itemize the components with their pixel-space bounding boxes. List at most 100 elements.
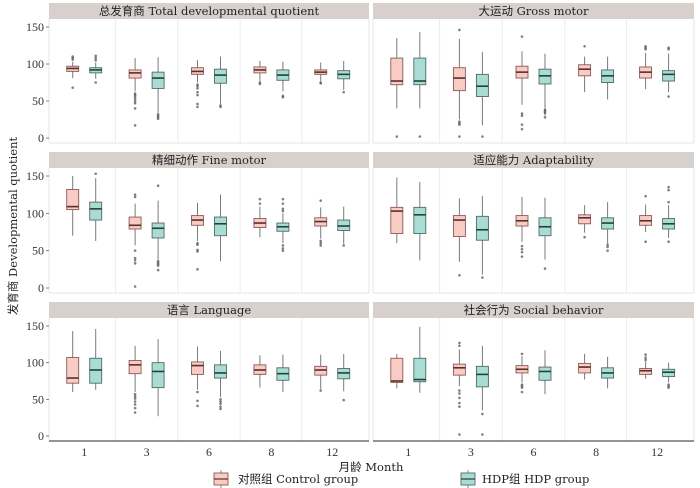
outlier-point <box>258 202 262 205</box>
outlier-point <box>458 433 461 436</box>
outlier-point <box>667 46 670 50</box>
iqr-box <box>475 215 489 241</box>
control-boxplot <box>191 202 204 271</box>
outlier-point <box>342 244 346 247</box>
facet-strip <box>373 152 694 168</box>
control-boxplot <box>578 205 592 239</box>
y-tick-label: 0 <box>38 131 44 145</box>
hdp-boxplot <box>413 326 427 393</box>
outlier-point <box>644 44 647 48</box>
outlier-point <box>644 356 647 359</box>
control-boxplot <box>191 346 204 408</box>
iqr-box <box>452 67 466 92</box>
hdp-boxplot <box>151 57 165 121</box>
outlier-point <box>667 200 670 204</box>
control-boxplot <box>390 353 404 389</box>
iqr-box <box>413 206 427 234</box>
control-boxplot <box>128 58 142 127</box>
outlier-point <box>133 411 137 414</box>
outlier-point <box>156 264 160 267</box>
facet-panel: 精细动作 Fine motor 0 50 100 150 <box>26 152 370 295</box>
outlier-point <box>133 107 137 110</box>
control-boxplot <box>191 60 204 109</box>
iqr-box <box>578 214 592 225</box>
x-tick-label: 1 <box>405 445 411 459</box>
outlier-point <box>133 285 137 288</box>
outlier-point <box>644 358 647 362</box>
facet-strip <box>373 302 694 318</box>
outlier-point <box>219 398 222 401</box>
iqr-box <box>151 71 165 89</box>
hdp-boxplot <box>151 339 165 417</box>
hdp-boxplot <box>214 56 227 109</box>
iqr-box <box>214 216 227 237</box>
y-tick-label: 150 <box>26 169 44 183</box>
outlier-point <box>644 240 647 244</box>
outlier-point <box>133 256 137 260</box>
outlier-point <box>133 124 137 127</box>
iqr-box <box>128 216 142 230</box>
hdp-boxplot <box>538 53 552 119</box>
iqr-box <box>452 215 466 237</box>
hdp-boxplot <box>89 328 103 390</box>
x-tick-label: 8 <box>593 445 599 459</box>
outlier-point <box>606 249 609 252</box>
outlier-point <box>219 405 222 408</box>
hdp-boxplot <box>89 54 103 84</box>
y-tick-label: 50 <box>32 244 44 258</box>
outlier-point <box>583 235 586 239</box>
control-boxplot <box>578 353 592 380</box>
control-boxplot <box>639 353 653 379</box>
outlier-point <box>458 401 461 405</box>
control-boxplot <box>66 176 80 236</box>
hdp-boxplot <box>337 353 351 402</box>
iqr-box <box>538 366 552 381</box>
hdp-boxplot <box>337 206 351 247</box>
outlier-point <box>281 197 285 201</box>
hdp-boxplot <box>89 172 103 241</box>
plot-background <box>49 19 369 143</box>
hdp-boxplot <box>276 354 290 392</box>
hdp-boxplot <box>475 196 489 279</box>
outlier-point <box>319 389 323 392</box>
outlier-point <box>133 406 137 410</box>
hdp-boxplot <box>538 197 552 270</box>
outlier-point <box>94 172 97 176</box>
outlier-point <box>281 202 285 205</box>
hdp-boxplot <box>413 32 427 138</box>
outlier-point <box>520 244 524 248</box>
outlier-point <box>319 81 323 85</box>
outlier-point <box>520 352 524 356</box>
facet-title: 大运动 Gross motor <box>478 4 589 18</box>
iqr-box <box>390 57 404 86</box>
hdp-boxplot <box>475 345 489 436</box>
iqr-box <box>662 70 676 82</box>
plot-background <box>373 19 694 143</box>
facet-strip <box>49 302 369 318</box>
legend: 对照组 Control group HDP组 HDP group <box>213 470 589 488</box>
x-tick-label: 8 <box>268 445 274 459</box>
outlier-point <box>520 112 524 115</box>
outlier-point <box>458 274 461 277</box>
outlier-point <box>458 123 461 126</box>
y-tick-label: 50 <box>32 94 44 108</box>
facet-title: 适应能力 Adaptability <box>473 153 594 167</box>
outlier-point <box>196 399 199 403</box>
outlier-point <box>481 276 484 279</box>
outlier-point <box>281 207 285 211</box>
outlier-point <box>520 114 524 118</box>
control-boxplot <box>515 35 529 131</box>
outlier-point <box>319 199 323 202</box>
x-tick-label: 12 <box>326 445 338 459</box>
outlier-point <box>667 240 670 244</box>
outlier-point <box>520 255 524 258</box>
outlier-point <box>543 267 547 270</box>
outlier-point <box>133 397 137 400</box>
outlier-point <box>342 90 346 94</box>
outlier-point <box>196 243 199 246</box>
x-axis-title: 月龄 Month <box>339 460 404 474</box>
outlier-point <box>458 392 461 395</box>
outlier-point <box>458 389 461 392</box>
x-tick-label: 3 <box>468 445 474 459</box>
